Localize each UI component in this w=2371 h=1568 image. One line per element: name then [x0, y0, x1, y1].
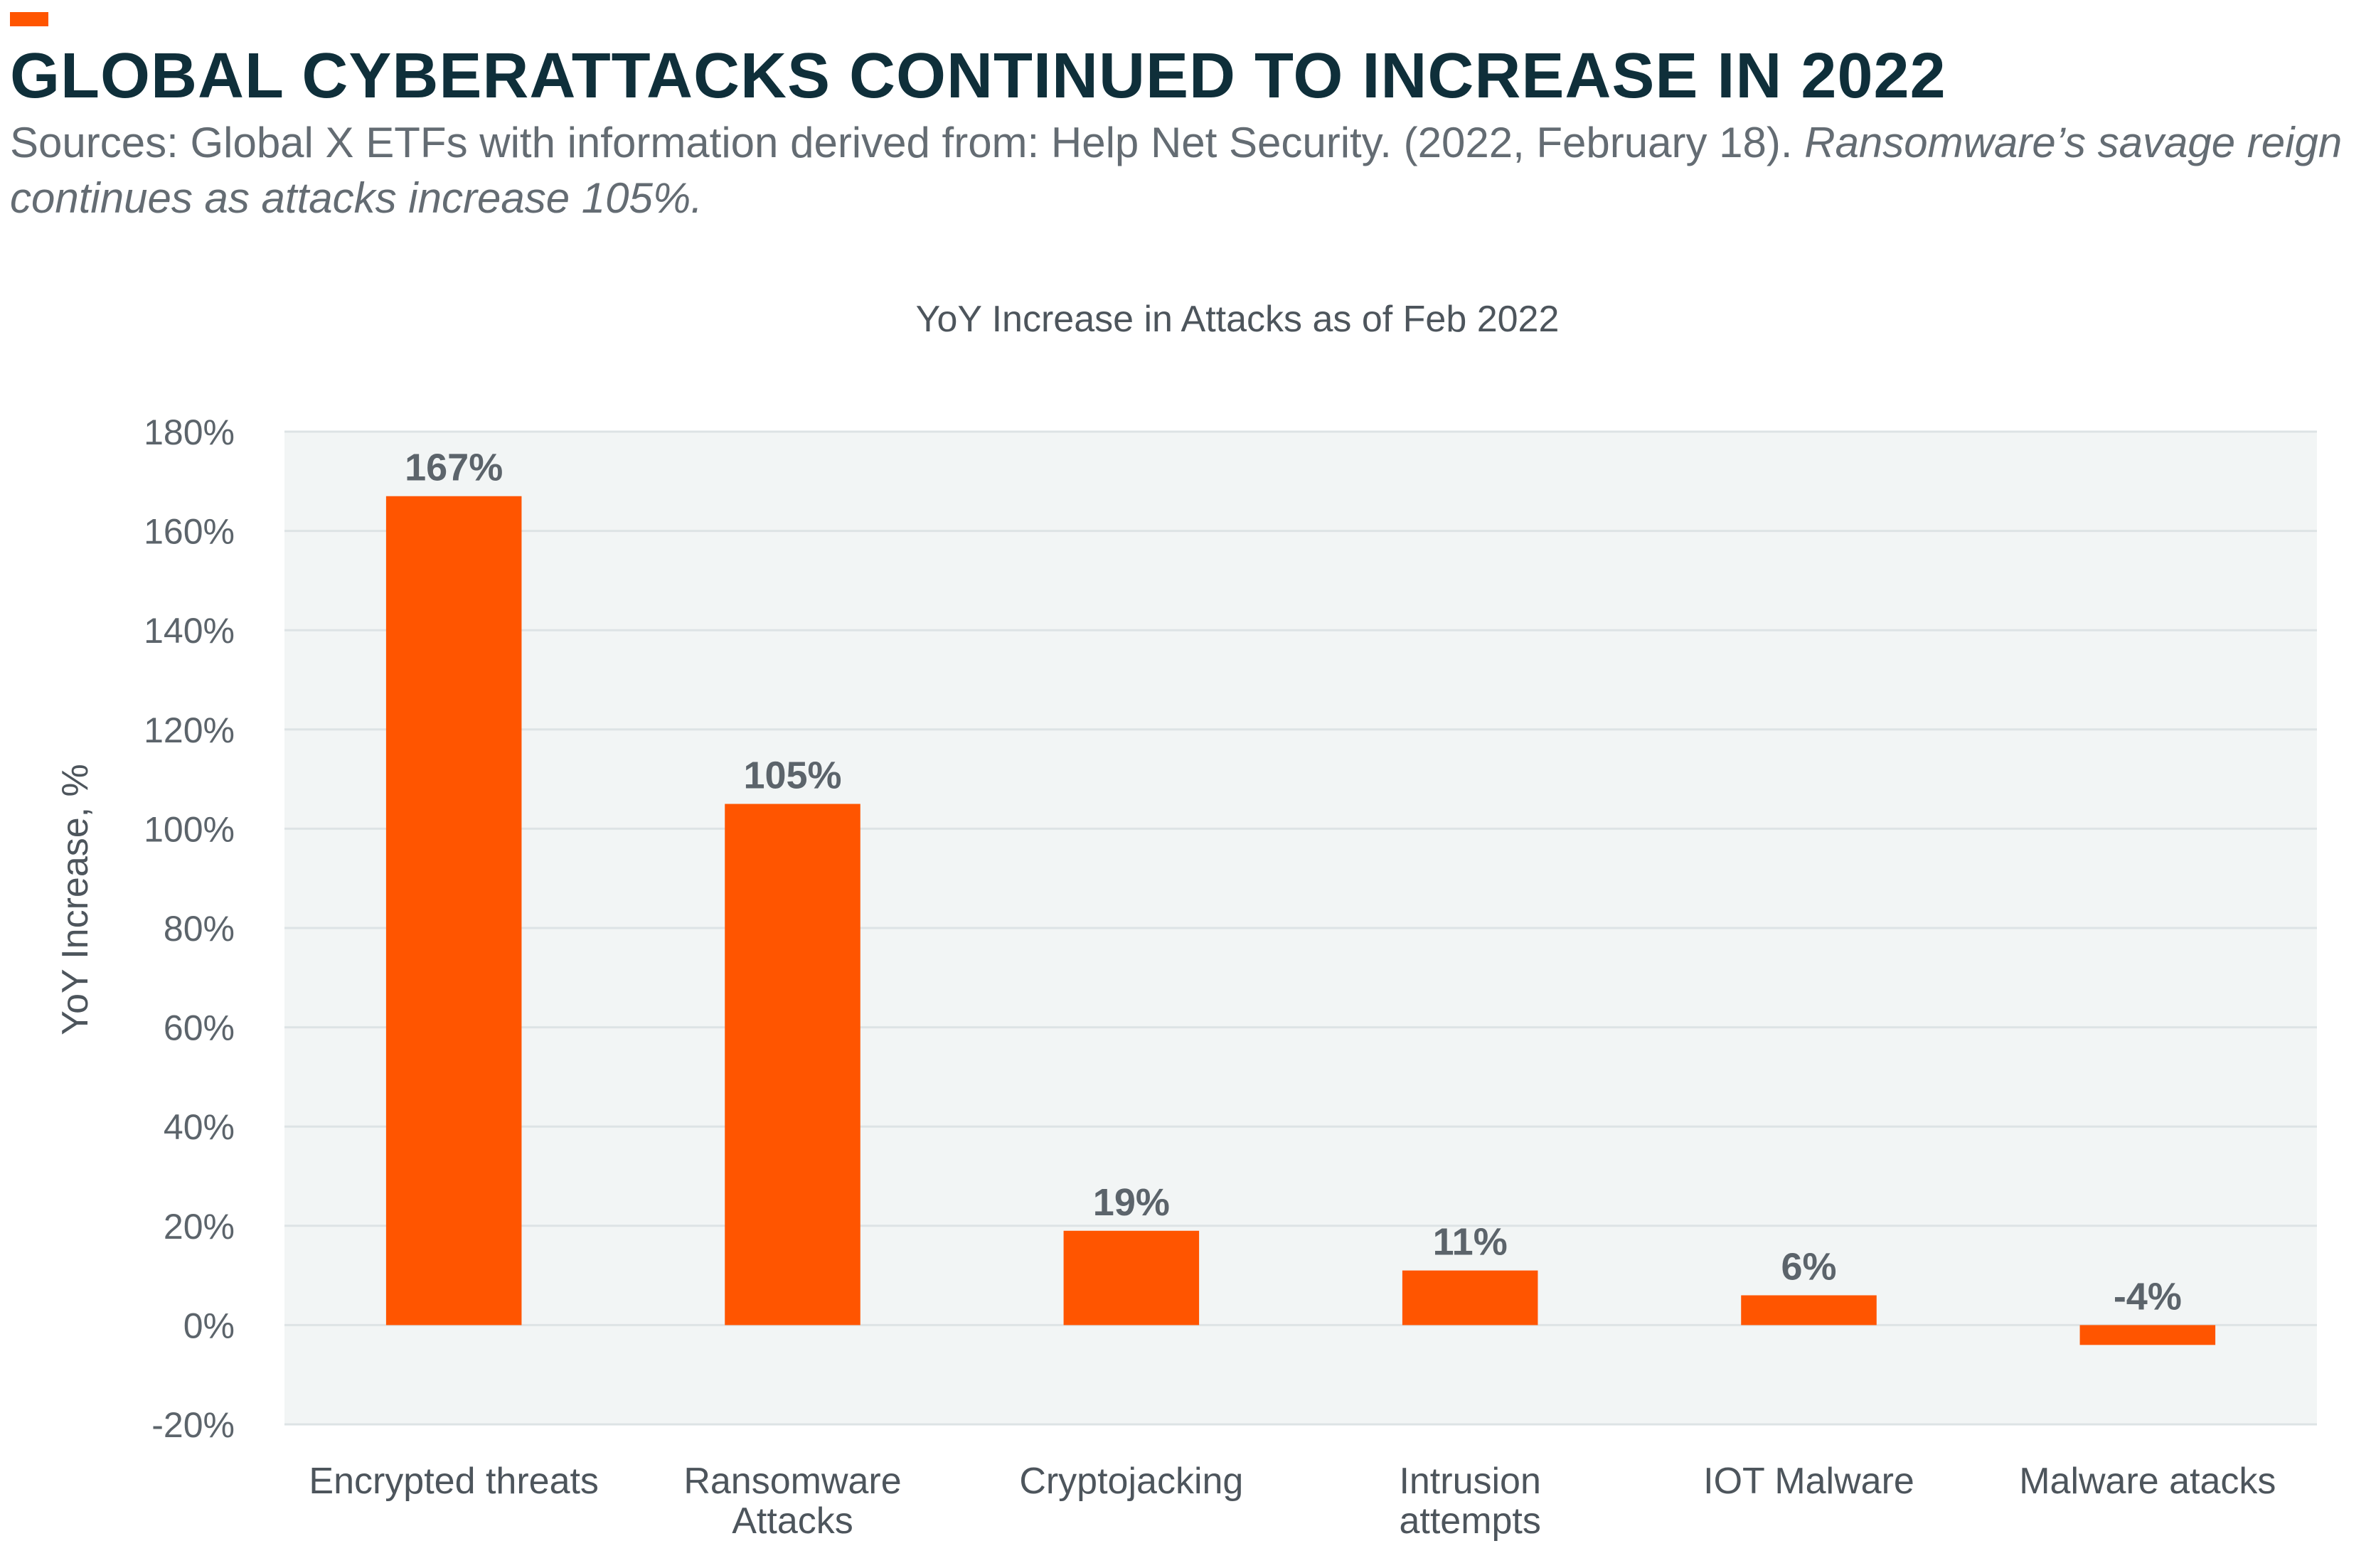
gridlines	[284, 430, 2317, 1426]
bar	[725, 804, 861, 1326]
x-tick-label: Attacks	[732, 1500, 853, 1542]
source-note: Sources: Global X ETFs with information …	[10, 115, 2357, 226]
source-article-title: Ransomware’s savage reign continues as a…	[10, 119, 2343, 222]
source-text: Sources: Global X ETFs with information …	[10, 119, 1793, 166]
y-tick-label: 160%	[144, 512, 235, 552]
y-tick-label: 40%	[164, 1107, 235, 1147]
y-tick-label: 140%	[144, 611, 235, 651]
bar	[2079, 1325, 2216, 1345]
data-labels: 167% 105% 19% 11% 6% -4%	[405, 447, 2182, 1318]
x-tick-label: Cryptojacking	[1019, 1461, 1243, 1502]
bar	[385, 496, 522, 1326]
y-tick-label: 100%	[144, 809, 235, 849]
x-tick-label: Intrusion	[1399, 1461, 1540, 1502]
x-tick-label: attempts	[1399, 1500, 1540, 1542]
y-tick-label: 120%	[144, 710, 235, 750]
bar	[1402, 1270, 1538, 1326]
y-tick-label: -20%	[151, 1405, 235, 1445]
data-label: 105%	[743, 754, 841, 797]
bar	[1063, 1230, 1200, 1326]
data-label: -4%	[2114, 1275, 2182, 1318]
y-tick-label: 60%	[164, 1008, 235, 1048]
x-tick-label: IOT Malware	[1703, 1461, 1914, 1502]
data-label: 19%	[1093, 1181, 1170, 1224]
y-tick-label: 80%	[164, 909, 235, 949]
x-tick-label: Ransomware	[683, 1461, 901, 1502]
data-label: 11%	[1433, 1221, 1508, 1264]
data-label: 167%	[405, 447, 503, 489]
x-tick-label: Malware atacks	[2019, 1461, 2276, 1502]
y-tick-label: 20%	[164, 1207, 235, 1247]
y-tick-label: 0%	[183, 1306, 235, 1345]
y-tick-label: 180%	[144, 412, 235, 452]
bar	[1741, 1295, 1877, 1326]
page-title: GLOBAL CYBERATTACKS CONTINUED TO INCREAS…	[10, 41, 1946, 112]
data-label: 6%	[1781, 1246, 1836, 1289]
accent-bar	[10, 12, 48, 26]
y-axis-title: YoY Increase, %	[55, 764, 96, 1035]
chart-title: YoY Increase in Attacks as of Feb 2022	[916, 299, 1560, 340]
bars	[385, 496, 2216, 1345]
y-axis-ticks: -20% 0% 20% 40% 60% 80% 100% 120% 140% 160% 180%	[144, 412, 235, 1445]
x-tick-label: Encrypted threats	[309, 1461, 599, 1502]
